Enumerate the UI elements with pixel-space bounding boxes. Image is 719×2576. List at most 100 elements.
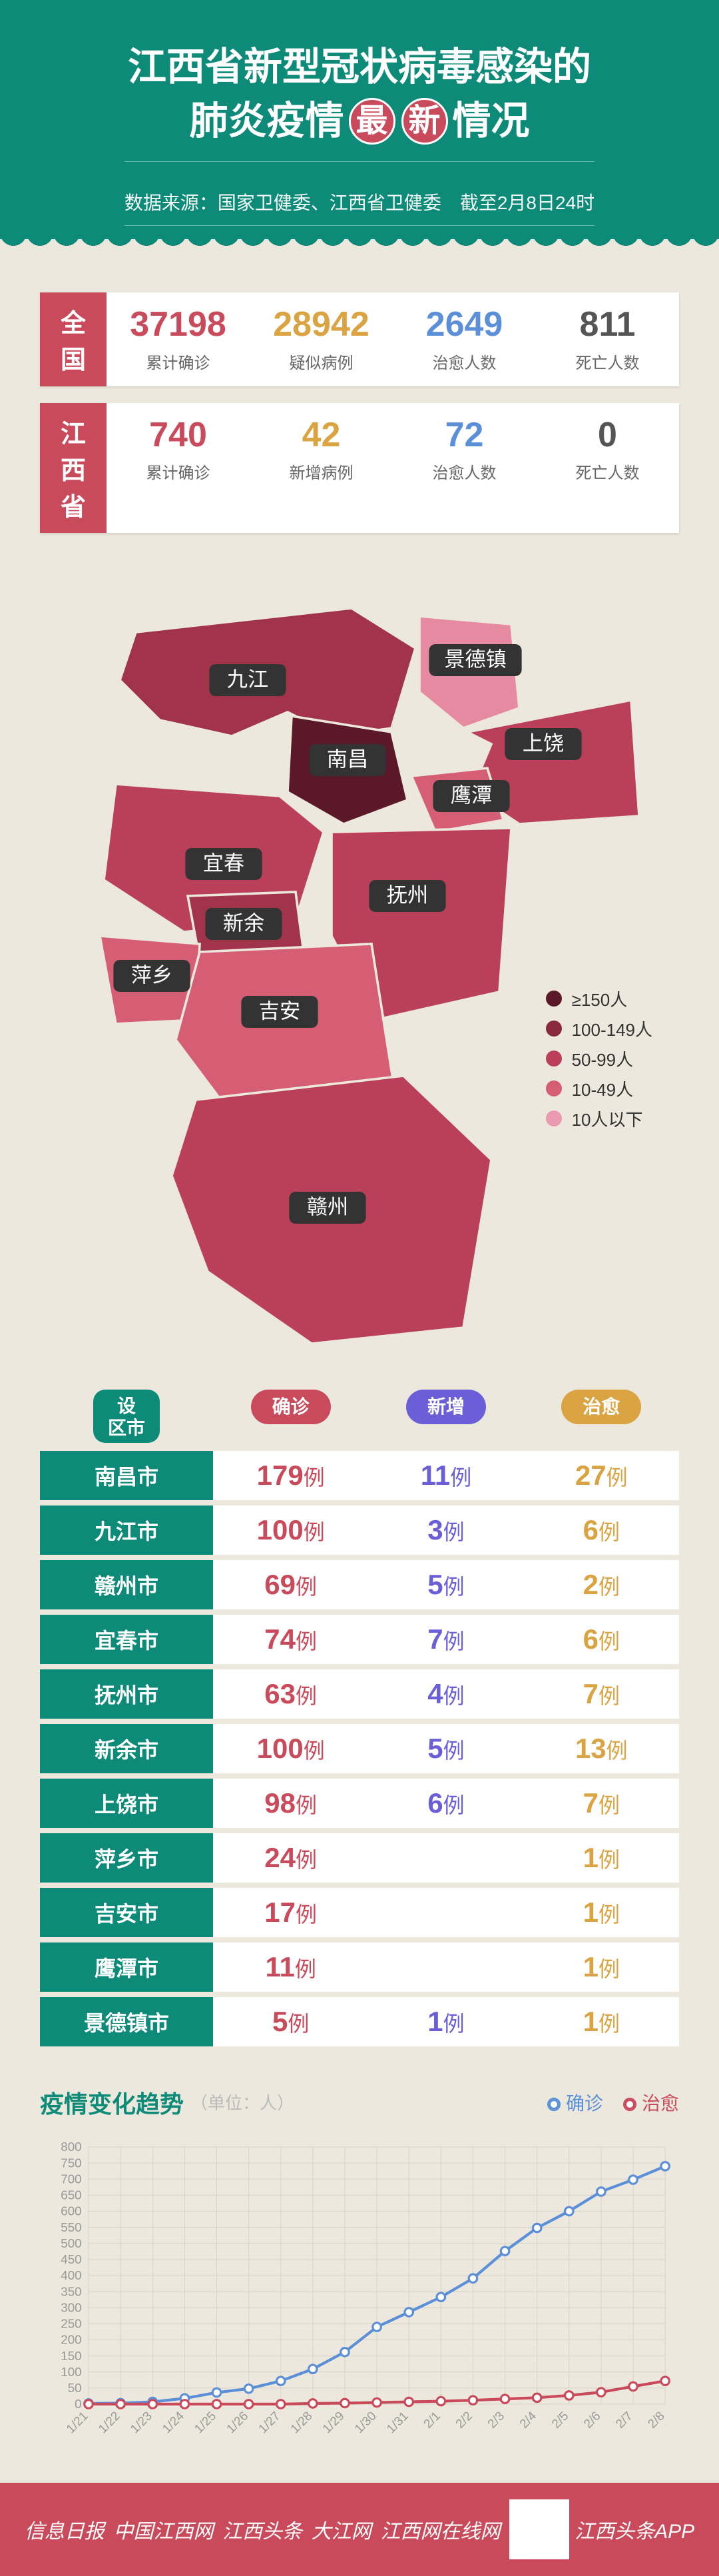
value-cell: 1例 (524, 1897, 679, 1929)
value-cell: 6例 (524, 1623, 679, 1655)
svg-text:2/2: 2/2 (453, 2408, 475, 2430)
legend-dot (546, 1021, 562, 1037)
city-cell: 景德镇市 (40, 1997, 213, 2046)
svg-text:600: 600 (61, 2204, 81, 2218)
stat-number: 28942 (253, 306, 389, 344)
stat-number: 811 (539, 306, 676, 344)
value-cell: 1例 (524, 2006, 679, 2038)
svg-text:100: 100 (61, 2365, 81, 2379)
svg-text:700: 700 (61, 2172, 81, 2186)
footer-link: 中国江西网 (113, 2515, 213, 2544)
chart-legend-item: 确诊 (547, 2089, 603, 2116)
svg-text:50: 50 (68, 2381, 82, 2395)
value-cell: 6例 (368, 1787, 523, 1819)
table-row: 新余市100例5例13例 (40, 1724, 679, 1773)
city-cell: 萍乡市 (40, 1833, 213, 1883)
table-row: 上饶市98例6例7例 (40, 1779, 679, 1828)
stat-box: 全国37198累计确诊28942疑似病例2649治愈人数811死亡人数 (40, 292, 679, 386)
stat-number: 72 (396, 416, 533, 454)
map-region-label: 宜春 (203, 851, 244, 875)
value-cell: 7例 (524, 1678, 679, 1710)
stat-desc: 新增病例 (253, 460, 389, 483)
stat-cell: 0死亡人数 (536, 403, 679, 533)
value-cell: 27例 (524, 1460, 679, 1492)
map-region-label: 九江 (227, 667, 268, 691)
value-cell: 7例 (524, 1787, 679, 1819)
svg-text:1/30: 1/30 (352, 2408, 379, 2435)
table-row: 鹰潭市11例1例 (40, 1942, 679, 1992)
trend-chart: 0501001502002503003504004505005506006507… (40, 2133, 679, 2453)
value-cell: 69例 (213, 1569, 368, 1601)
value-cell: 100例 (213, 1514, 368, 1546)
map-region-label: 南昌 (327, 747, 368, 771)
city-cell: 吉安市 (40, 1888, 213, 1937)
stat-cell: 28942 疑似病例 (250, 292, 393, 386)
stat-number: 740 (110, 416, 246, 454)
legend-dot (546, 1110, 562, 1126)
map-region-label: 鹰潭 (451, 783, 492, 807)
stat-desc: 死亡人数 (539, 460, 676, 483)
svg-text:250: 250 (61, 2316, 81, 2330)
map-section: 九江景德镇南昌上饶鹰潭宜春新余抚州萍乡吉安赣州 ≥150人100-149人50-… (0, 563, 719, 1376)
table-row: 南昌市179例11例27例 (40, 1451, 679, 1500)
th-pill: 新增 (406, 1390, 486, 1424)
svg-text:300: 300 (61, 2300, 81, 2314)
trend-chart-section: 疫情变化趋势 （单位：人） 确诊治愈 050100150200250300350… (0, 2078, 719, 2483)
svg-text:1/22: 1/22 (95, 2408, 122, 2435)
value-cell: 5例 (368, 1569, 523, 1601)
svg-text:1/23: 1/23 (127, 2408, 154, 2435)
map-legend: ≥150人100-149人50-99人10-49人10人以下 (546, 981, 652, 1136)
table-row: 宜春市74例7例6例 (40, 1615, 679, 1664)
svg-text:200: 200 (61, 2332, 81, 2346)
value-cell: 3例 (368, 1514, 523, 1546)
svg-text:1/28: 1/28 (288, 2408, 315, 2435)
svg-text:650: 650 (61, 2188, 81, 2202)
chart-legend-item: 治愈 (623, 2089, 679, 2116)
footer-link: 江西头条 (222, 2515, 302, 2544)
value-cell: 1例 (524, 1951, 679, 1983)
city-table: 设区市确诊新增治愈南昌市179例11例27例九江市100例3例6例赣州市69例5… (0, 1376, 719, 2078)
value-cell: 2例 (524, 1569, 679, 1601)
svg-text:2/5: 2/5 (549, 2408, 571, 2430)
svg-text:1/25: 1/25 (192, 2408, 219, 2435)
stat-cell: 42新增病例 (250, 403, 393, 533)
stat-desc: 疑似病例 (253, 350, 389, 373)
stat-number: 37198 (110, 306, 246, 344)
svg-text:350: 350 (61, 2284, 81, 2298)
value-cell: 5例 (368, 1733, 523, 1765)
legend-item: ≥150人 (546, 987, 652, 1011)
city-cell: 新余市 (40, 1724, 213, 1773)
value-cell: 17例 (213, 1897, 368, 1929)
value-cell: 1例 (524, 1842, 679, 1874)
svg-text:550: 550 (61, 2220, 81, 2234)
svg-text:2/4: 2/4 (517, 2408, 539, 2430)
source-text: 数据来源：国家卫健委、江西省卫健委 截至2月8日24时 (124, 189, 595, 215)
value-cell: 5例 (213, 2006, 368, 2038)
map-region-label: 新余 (223, 911, 264, 935)
legend-dot (546, 1080, 562, 1096)
legend-item: 100-149人 (546, 1017, 652, 1041)
stat-cell: 2649治愈人数 (393, 292, 536, 386)
chart-legend: 确诊治愈 (547, 2089, 679, 2116)
svg-text:500: 500 (61, 2236, 81, 2250)
value-cell: 4例 (368, 1678, 523, 1710)
svg-text:450: 450 (61, 2252, 81, 2266)
value-cell: 63例 (213, 1678, 368, 1710)
legend-item: 10-49人 (546, 1076, 652, 1101)
svg-text:800: 800 (61, 2140, 81, 2154)
legend-dot (546, 1051, 562, 1067)
th-pill: 确诊 (251, 1390, 331, 1424)
svg-text:1/26: 1/26 (224, 2408, 251, 2435)
map-region-label: 萍乡 (131, 963, 172, 987)
value-cell: 13例 (524, 1733, 679, 1765)
jiangxi-map: 九江景德镇南昌上饶鹰潭宜春新余抚州萍乡吉安赣州 (40, 576, 679, 1360)
map-region-label: 景德镇 (444, 647, 507, 671)
header: 江西省新型冠状病毒感染的 肺炎疫情 最 新 情况 数据来源：国家卫健委、江西省卫… (0, 0, 719, 252)
value-cell: 179例 (213, 1460, 368, 1492)
legend-dot (546, 991, 562, 1007)
map-region-label: 上饶 (523, 731, 564, 755)
value-cell: 98例 (213, 1787, 368, 1819)
svg-text:1/24: 1/24 (160, 2408, 187, 2435)
value-cell: 100例 (213, 1733, 368, 1765)
stat-cell: 740累计确诊 (107, 403, 250, 533)
